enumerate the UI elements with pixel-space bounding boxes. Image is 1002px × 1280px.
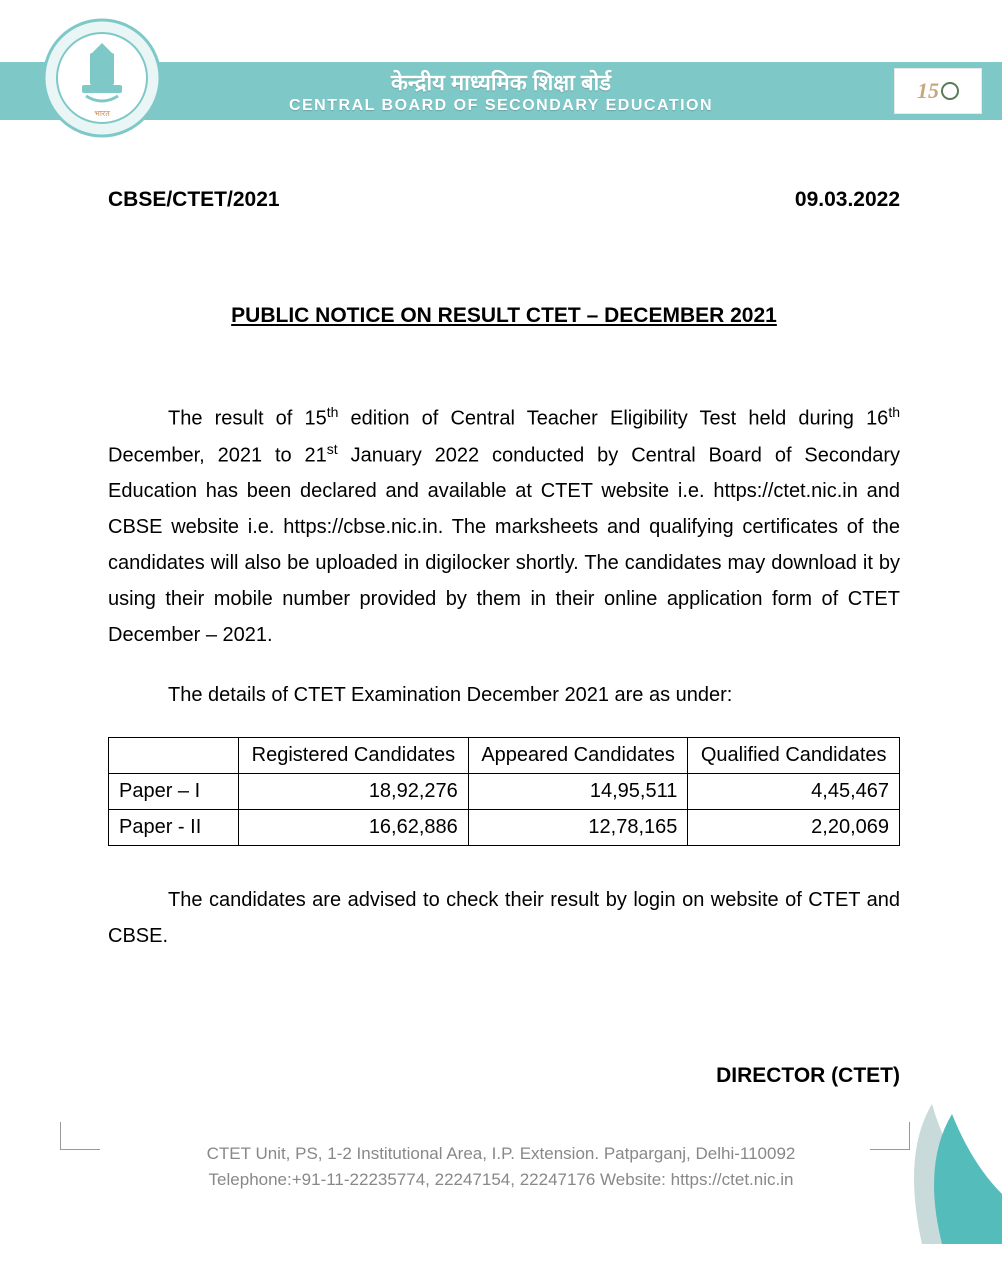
paragraph-1: The result of 15th edition of Central Te… bbox=[108, 400, 900, 653]
cell-value: 4,45,467 bbox=[688, 774, 900, 810]
table-row: Paper – I 18,92,276 14,95,511 4,45,467 bbox=[109, 774, 900, 810]
row-label: Paper - II bbox=[109, 810, 239, 846]
cell-value: 12,78,165 bbox=[468, 810, 688, 846]
signatory: DIRECTOR (CTET) bbox=[108, 1064, 900, 1088]
corner-decoration bbox=[852, 1094, 1002, 1244]
cell-value: 2,20,069 bbox=[688, 810, 900, 846]
document-body: CBSE/CTET/2021 09.03.2022 PUBLIC NOTICE … bbox=[108, 188, 900, 1088]
chakra-icon bbox=[941, 82, 959, 100]
reference-number: CBSE/CTET/2021 bbox=[108, 188, 280, 212]
cell-value: 16,62,886 bbox=[239, 810, 469, 846]
paragraph-3: The candidates are advised to check thei… bbox=[108, 882, 900, 954]
col-blank bbox=[109, 738, 239, 774]
header-title-english: CENTRAL BOARD OF SECONDARY EDUCATION bbox=[289, 97, 713, 115]
paragraph-2: The details of CTET Examination December… bbox=[108, 677, 900, 713]
results-table: Registered Candidates Appeared Candidate… bbox=[108, 737, 900, 846]
anniversary-logo: 15 bbox=[894, 68, 982, 114]
crop-mark bbox=[60, 1122, 100, 1150]
cbse-logo: भारत bbox=[42, 18, 162, 138]
cell-value: 14,95,511 bbox=[468, 774, 688, 810]
cell-value: 18,92,276 bbox=[239, 774, 469, 810]
col-qualified: Qualified Candidates bbox=[688, 738, 900, 774]
col-appeared: Appeared Candidates bbox=[468, 738, 688, 774]
meta-row: CBSE/CTET/2021 09.03.2022 bbox=[108, 188, 900, 212]
table-row: Paper - II 16,62,886 12,78,165 2,20,069 bbox=[109, 810, 900, 846]
header-title-hindi: केन्द्रीय माध्यमिक शिक्षा बोर्ड bbox=[391, 67, 611, 97]
document-date: 09.03.2022 bbox=[795, 188, 900, 212]
document-title: PUBLIC NOTICE ON RESULT CTET – DECEMBER … bbox=[108, 304, 900, 328]
table-header-row: Registered Candidates Appeared Candidate… bbox=[109, 738, 900, 774]
row-label: Paper – I bbox=[109, 774, 239, 810]
col-registered: Registered Candidates bbox=[239, 738, 469, 774]
anniversary-number: 15 bbox=[917, 78, 939, 104]
svg-text:भारत: भारत bbox=[94, 109, 110, 118]
